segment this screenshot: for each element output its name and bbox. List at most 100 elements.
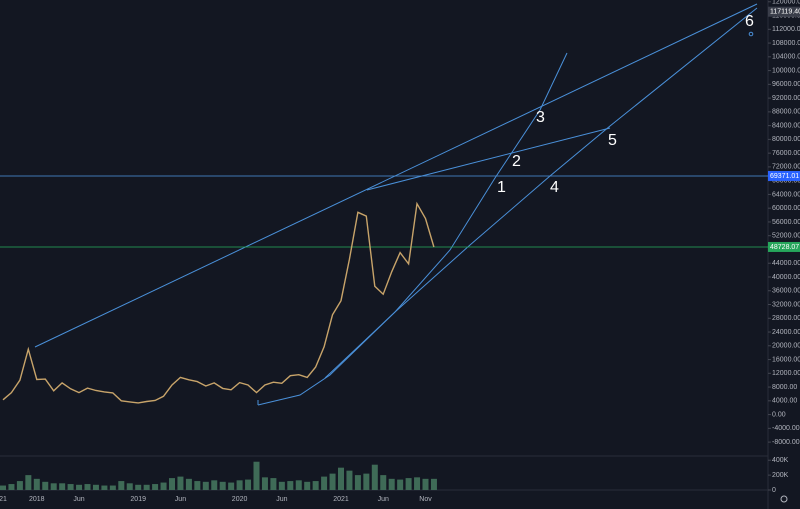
volume-bar (84, 484, 91, 490)
volume-bar (253, 461, 260, 490)
y-tick-label: 92000.00 (772, 95, 800, 102)
y-tick-label: 104000.00 (772, 54, 800, 61)
y-tick-label: -4000.00 (772, 425, 800, 432)
volume-bar (42, 481, 49, 490)
volume-bar (371, 464, 378, 490)
volume-bar (354, 475, 361, 490)
y-tick-label: 56000.00 (772, 219, 800, 226)
volume-bar (92, 484, 99, 490)
y-tick-label: 28000.00 (772, 315, 800, 322)
price-label-box (768, 170, 800, 181)
volume-bar (346, 470, 353, 490)
y-tick-label: 84000.00 (772, 122, 800, 129)
volume-bar (312, 481, 319, 490)
volume-bar (76, 484, 83, 490)
x-tick-label: 2020 (232, 496, 248, 503)
volume-bar (380, 475, 387, 490)
volume-bar (397, 479, 404, 490)
volume-bar (245, 479, 252, 490)
volume-bar (388, 478, 395, 490)
volume-bar (287, 481, 294, 490)
volume-bar (329, 473, 336, 490)
anchor-point (748, 31, 754, 37)
volume-tick-label: 200K (772, 472, 789, 479)
volume-tick-label: 400K (772, 457, 789, 464)
y-tick-label: 60000.00 (772, 205, 800, 212)
y-tick-label: 20000.00 (772, 343, 800, 350)
annotation: 5 (608, 132, 617, 149)
y-tick-label: 12000.00 (772, 370, 800, 377)
trend-line (366, 127, 611, 191)
volume-bar (278, 481, 285, 490)
y-tick-label: 100000.00 (772, 67, 800, 74)
annotation: 6 (745, 13, 754, 30)
volume-bar (152, 484, 159, 490)
volume-bar (143, 484, 150, 490)
volume-bar (338, 467, 344, 490)
volume-bar (50, 483, 57, 490)
y-tick-label: 0.00 (772, 411, 786, 418)
volume-bar (101, 485, 108, 490)
y-tick-label: 108000.00 (772, 40, 800, 47)
annotation: 1 (497, 179, 506, 196)
volume-bar (160, 482, 167, 490)
price-label: 117119.40 (770, 9, 800, 16)
y-tick-label: 16000.00 (772, 356, 800, 363)
volume-bar (422, 478, 429, 490)
y-tick-label: -8000.00 (772, 439, 800, 446)
volume-bar (59, 483, 66, 490)
x-tick-label: 21 (0, 496, 7, 503)
volume-bar (33, 478, 40, 490)
volume-bar (430, 478, 437, 490)
y-tick-label: 24000.00 (772, 329, 800, 336)
y-tick-label: 44000.00 (772, 260, 800, 267)
x-tick-label: 2021 (333, 496, 349, 503)
price-label: 48728.07 (770, 244, 799, 251)
volume-bar (185, 478, 192, 490)
volume-bar (304, 481, 311, 490)
price-label-box (768, 6, 800, 17)
y-tick-label: 96000.00 (772, 81, 800, 88)
x-tick-label: Jun (378, 496, 389, 503)
volume-bar (202, 481, 209, 490)
volume-bar (414, 477, 421, 490)
y-tick-label: 120000.00 (772, 0, 800, 6)
y-tick-label: 76000.00 (772, 150, 800, 157)
y-tick-label: 72000.00 (772, 164, 800, 171)
volume-bar (169, 478, 175, 490)
volume-tick-label: 0 (772, 487, 776, 494)
settings-icon[interactable] (780, 495, 788, 503)
volume-bar (321, 476, 328, 490)
volume-bar (25, 475, 32, 490)
volume-bar (219, 481, 226, 490)
volume-bar (0, 485, 6, 490)
volume-bar (194, 481, 201, 490)
y-tick-label: 40000.00 (772, 274, 800, 281)
x-tick-label: 2019 (130, 496, 146, 503)
y-tick-label: 8000.00 (772, 384, 797, 391)
y-tick-label: 88000.00 (772, 109, 800, 116)
price-line (2, 201, 435, 404)
annotation: 4 (550, 179, 559, 196)
x-tick-label: 2018 (29, 496, 45, 503)
x-tick-label: Jun (276, 496, 287, 503)
volume-bar (228, 482, 235, 490)
x-tick-label: Jun (175, 496, 186, 503)
volume-bar (126, 483, 133, 490)
annotation: 3 (536, 109, 545, 126)
volume-bar (363, 473, 370, 490)
price-label-box (768, 241, 800, 252)
y-tick-label: 32000.00 (772, 301, 800, 308)
annotation: 2 (512, 153, 521, 170)
volume-bar (109, 485, 116, 490)
y-tick-label: 80000.00 (772, 136, 800, 143)
volume-bar (67, 484, 74, 490)
volume-bar (135, 484, 142, 490)
x-tick-label: Nov (419, 496, 432, 503)
volume-bar (177, 476, 184, 490)
y-tick-label: 52000.00 (772, 233, 800, 240)
volume-bar (118, 481, 125, 490)
y-tick-label: 64000.00 (772, 191, 800, 198)
x-tick-label: Jun (73, 496, 84, 503)
